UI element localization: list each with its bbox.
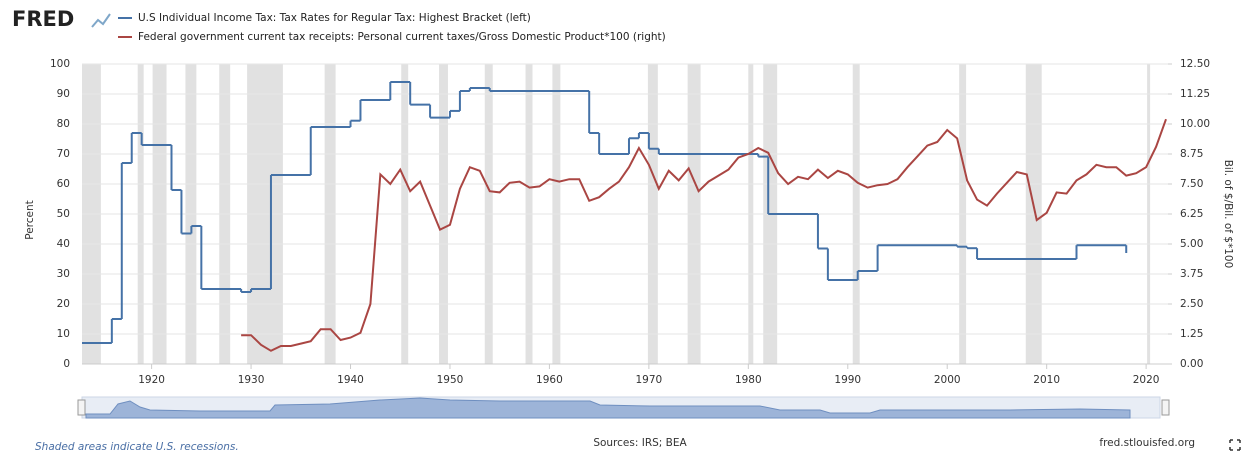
x-tick-label: 1970	[636, 374, 663, 386]
y-tick-label: 80	[57, 118, 70, 130]
y2-tick-label: 1.25	[1180, 328, 1203, 340]
y2-axis-label: Bil. of $/Bil. of $*100	[1222, 160, 1234, 269]
y-tick-label: 10	[57, 328, 70, 340]
y2-tick-label: 6.25	[1180, 208, 1203, 220]
series-line	[241, 118, 1167, 352]
y2-tick-label: 12.50	[1180, 58, 1210, 70]
x-tick-label: 1930	[238, 374, 265, 386]
x-tick-label: 2020	[1133, 374, 1160, 386]
sources: Sources: IRS; BEA	[593, 437, 687, 449]
y-axis-label: Percent	[24, 200, 36, 240]
y2-tick-label: 0.00	[1180, 358, 1203, 370]
y2-tick-label: 11.25	[1180, 88, 1210, 100]
y-tick-label: 30	[57, 268, 70, 280]
x-tick-label: 2000	[934, 374, 961, 386]
y-tick-label: 20	[57, 298, 70, 310]
y2-tick-label: 10.00	[1180, 118, 1210, 130]
site: fred.stlouisfed.org	[1099, 437, 1195, 449]
fullscreen-icon[interactable]	[1229, 439, 1241, 451]
y2-tick-label: 2.50	[1180, 298, 1203, 310]
navigator-handle[interactable]	[1161, 399, 1170, 416]
y2-tick-label: 8.75	[1180, 148, 1203, 160]
x-tick-label: 1980	[735, 374, 762, 386]
y-tick-label: 60	[57, 178, 70, 190]
y-tick-label: 50	[57, 208, 70, 220]
x-tick-label: 1960	[536, 374, 563, 386]
navigator-handle[interactable]	[77, 399, 86, 416]
y2-tick-label: 7.50	[1180, 178, 1203, 190]
brand-logo: FRED	[12, 7, 74, 31]
y2-tick-label: 5.00	[1180, 238, 1203, 250]
y-tick-label: 40	[57, 238, 70, 250]
y-tick-label: 70	[57, 148, 70, 160]
x-tick-label: 1990	[834, 374, 861, 386]
x-tick-label: 1950	[437, 374, 464, 386]
x-tick-label: 1940	[337, 374, 364, 386]
x-tick-label: 1920	[138, 374, 165, 386]
legend-label: Federal government current tax receipts:…	[138, 31, 666, 43]
recession-note: Shaded areas indicate U.S. recessions.	[35, 441, 239, 453]
y-tick-label: 0	[63, 358, 70, 370]
legend-label: U.S Individual Income Tax: Tax Rates for…	[138, 12, 531, 24]
logo-icon	[91, 13, 111, 28]
y-tick-label: 90	[57, 88, 70, 100]
y-tick-label: 100	[50, 58, 70, 70]
x-tick-label: 2010	[1033, 374, 1060, 386]
y2-tick-label: 3.75	[1180, 268, 1203, 280]
navigator-shape	[85, 397, 1131, 419]
